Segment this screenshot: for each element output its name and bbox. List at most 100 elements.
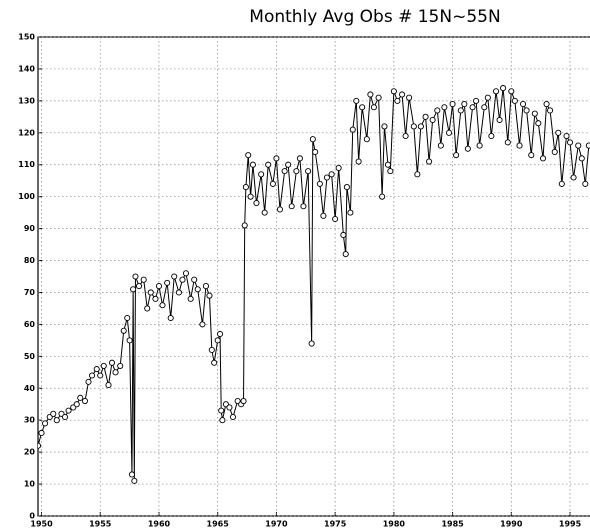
data-point <box>132 273 139 280</box>
data-point <box>520 101 527 108</box>
data-point <box>128 471 136 478</box>
data-point <box>247 193 254 200</box>
data-point <box>144 305 151 312</box>
y-tick-label: 50 <box>24 352 36 361</box>
y-tick-label: 40 <box>24 384 36 393</box>
data-point <box>269 180 276 187</box>
data-point <box>429 116 436 124</box>
data-point <box>253 200 260 207</box>
y-tick-label: 110 <box>18 160 35 169</box>
data-point <box>214 337 221 344</box>
data-point <box>335 164 342 171</box>
data-point <box>199 321 206 328</box>
y-tick-label: 80 <box>24 256 36 265</box>
x-tick-label: 1980 <box>383 520 406 529</box>
data-point <box>77 394 84 401</box>
data-point <box>422 113 429 120</box>
data-point <box>85 378 92 385</box>
data-point <box>355 158 362 165</box>
data-point <box>535 120 542 127</box>
data-point <box>481 104 488 111</box>
data-point <box>61 413 69 421</box>
data-point <box>370 104 377 111</box>
x-tick-label: 1975 <box>324 520 347 529</box>
data-point <box>434 107 441 114</box>
data-point <box>353 97 360 104</box>
data-point <box>457 107 464 114</box>
data-point <box>547 107 554 114</box>
data-point <box>147 289 154 296</box>
data-point <box>316 180 323 187</box>
data-point <box>381 123 388 130</box>
data-point <box>219 417 226 424</box>
data-point <box>496 116 503 124</box>
y-tick-label: 20 <box>24 448 36 457</box>
data-point <box>155 283 163 290</box>
data-point <box>182 270 190 277</box>
data-point <box>323 174 330 181</box>
data-point <box>131 477 138 484</box>
data-point <box>285 161 292 168</box>
plot-area <box>38 85 590 484</box>
plot-frame <box>37 36 590 517</box>
data-point <box>394 97 401 104</box>
y-tick-label: 150 <box>18 33 35 42</box>
y-tick-label: 90 <box>24 224 36 233</box>
data-point <box>38 429 45 437</box>
data-point <box>492 88 500 95</box>
data-point <box>187 295 194 302</box>
data-point <box>566 139 574 146</box>
data-point <box>38 442 42 449</box>
data-point <box>288 203 295 210</box>
data-point <box>379 193 386 200</box>
data-point <box>300 203 307 210</box>
x-tick-label: 1965 <box>207 520 230 529</box>
data-point <box>117 362 124 369</box>
data-point <box>531 110 538 117</box>
data-point <box>194 286 201 293</box>
data-point <box>343 184 350 191</box>
data-point <box>402 132 409 140</box>
y-tick-label: 120 <box>18 128 35 137</box>
data-point <box>50 410 57 417</box>
data-point <box>441 104 448 111</box>
data-point <box>88 372 96 379</box>
data-point <box>179 276 186 283</box>
data-point <box>328 171 335 178</box>
data-point <box>240 397 247 405</box>
data-point <box>359 104 366 111</box>
x-tick-label: 1950 <box>30 520 53 529</box>
data-point <box>258 171 265 178</box>
x-tick-label: 1970 <box>265 520 288 529</box>
data-point <box>120 327 127 334</box>
data-point <box>543 101 550 108</box>
data-point <box>281 168 288 175</box>
data-point <box>175 289 182 296</box>
data-point <box>296 155 303 162</box>
data-point <box>309 136 316 143</box>
data-point <box>312 148 319 156</box>
data-point <box>539 155 547 162</box>
data-point <box>65 407 72 414</box>
data-point <box>332 215 339 223</box>
data-point <box>152 295 159 302</box>
data-point <box>582 180 589 187</box>
data-point <box>437 142 444 149</box>
chart-title: Monthly Avg Obs # 15N~55N <box>249 7 500 27</box>
data-point <box>97 372 104 379</box>
data-point <box>384 161 392 168</box>
data-point <box>473 97 480 104</box>
data-point <box>446 129 453 136</box>
x-tick-label: 1990 <box>500 520 523 529</box>
data-point <box>453 152 460 159</box>
data-point <box>53 417 60 424</box>
data-point <box>191 276 198 283</box>
data-point <box>93 366 100 373</box>
x-tick-label: 1985 <box>441 520 464 529</box>
data-point <box>347 209 354 216</box>
data-point <box>406 94 413 101</box>
data-point <box>218 407 225 414</box>
data-point <box>135 283 143 290</box>
data-point <box>159 302 166 309</box>
data-point <box>585 142 590 149</box>
